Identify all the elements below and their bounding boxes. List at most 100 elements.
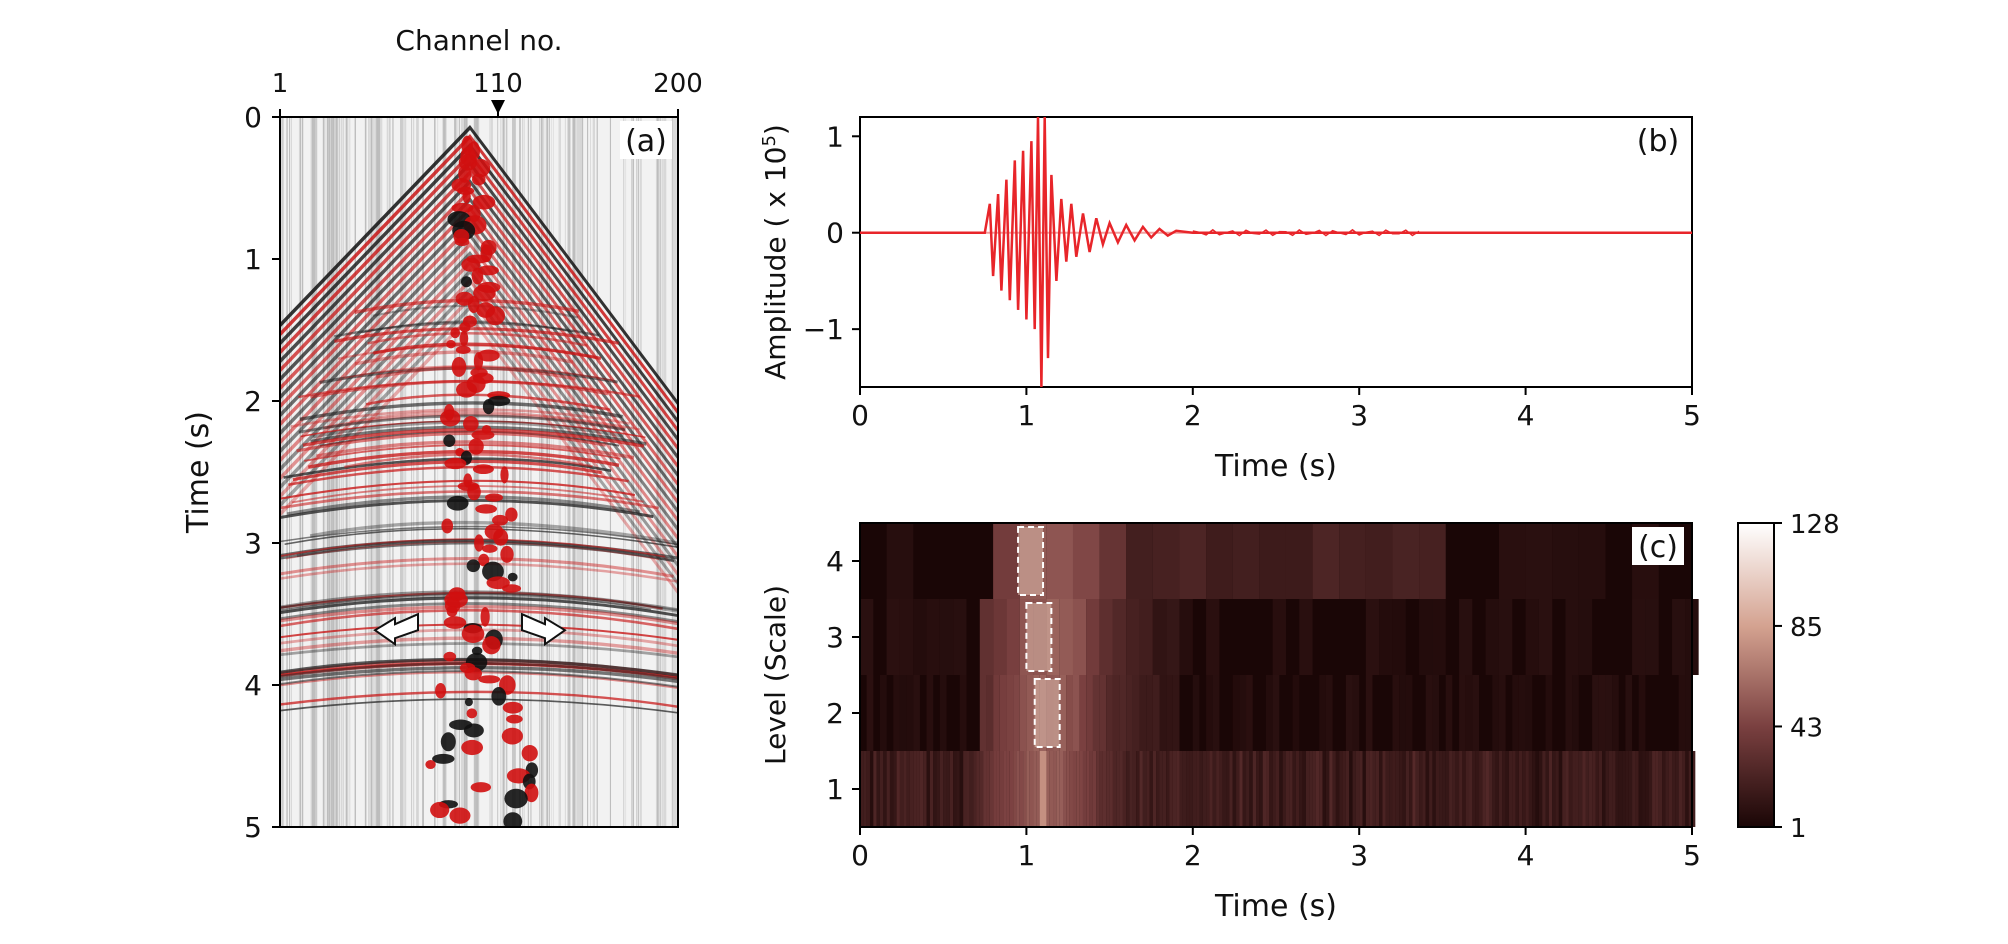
c-cell: [1272, 751, 1276, 827]
panel-b-y-ticks: −1 0 1: [803, 120, 860, 346]
source-wave-blob: [450, 327, 460, 339]
c-cell: [1592, 675, 1599, 751]
c-cell: [1555, 751, 1559, 827]
c-cell: [943, 751, 947, 827]
reflection-event: [296, 431, 606, 453]
reflection-event: [376, 365, 576, 381]
c-cell: [1492, 675, 1499, 751]
c-cell: [1152, 751, 1157, 827]
c-cell: [1498, 675, 1506, 751]
a-x-tick-label: 200: [653, 69, 703, 99]
c-cell: [1445, 675, 1453, 751]
c-cell: [1169, 751, 1173, 827]
c-cell: [1682, 751, 1686, 827]
c-cell: [913, 599, 927, 675]
reflection-event: [365, 393, 611, 412]
panel-b-label: (b): [1632, 121, 1684, 159]
c-cell: [1612, 675, 1619, 751]
c-cell: [1112, 751, 1117, 827]
c-cell: [976, 751, 980, 827]
source-wave-blob: [468, 438, 484, 455]
c-cell: [1003, 751, 1007, 827]
c-cell: [1006, 751, 1010, 827]
c-cell: [1299, 751, 1303, 827]
c-cell: [1072, 675, 1080, 751]
c-cell: [1209, 751, 1213, 827]
c-cell: [1508, 751, 1513, 827]
c-x-tick-label: 0: [851, 839, 869, 872]
c-cell: [1392, 599, 1406, 675]
source-wave-blob: [454, 237, 470, 247]
c-cell: [886, 523, 914, 599]
c-cell: [1269, 751, 1273, 827]
c-cell: [1146, 675, 1153, 751]
reflection-event: [280, 605, 678, 626]
c-cell: [1139, 751, 1143, 827]
c-cell: [1389, 751, 1393, 827]
c-cell: [1359, 751, 1363, 827]
c-cell: [959, 675, 967, 751]
c-cell: [1335, 751, 1340, 827]
c-cell: [1006, 599, 1020, 675]
c-cell: [1525, 751, 1529, 827]
reflection-event: [288, 465, 629, 486]
source-wave-blob: [471, 173, 486, 186]
c-cell: [1548, 751, 1553, 827]
c-cell: [1079, 675, 1087, 751]
c-cell: [1525, 675, 1533, 751]
c-cell: [1502, 751, 1506, 827]
a-y-tick-label: 5: [244, 811, 262, 844]
reflection-event: [280, 541, 675, 563]
c-cell: [1023, 751, 1027, 827]
c-cell: [993, 599, 1007, 675]
panel-c-y-ticks: 1 2 3 4: [826, 545, 860, 806]
c-cell: [1459, 751, 1463, 827]
c-y-tick-label: 3: [826, 621, 844, 654]
c-cell: [1575, 751, 1579, 827]
source-wave-blob: [482, 636, 501, 655]
c-cell: [1472, 675, 1480, 751]
c-cell: [879, 751, 884, 827]
c-cell: [1525, 523, 1553, 599]
reflection-event: [334, 327, 619, 345]
panel-c-y-label: Level (Scale): [759, 585, 792, 765]
c-cell: [993, 523, 1020, 599]
c-cell: [986, 675, 994, 751]
c-cell: [1126, 751, 1130, 827]
c-cell: [959, 751, 964, 827]
c-cell: [1256, 751, 1260, 827]
c-cell: [1059, 675, 1067, 751]
c-cell: [1615, 751, 1619, 827]
source-wave-blob: [446, 340, 456, 349]
c-cell: [1445, 751, 1450, 827]
c-cell: [1179, 523, 1207, 599]
c-cell: [1086, 599, 1100, 675]
source-wave-blob: [474, 534, 484, 552]
c-cell: [929, 751, 934, 827]
source-wave-blob: [492, 514, 509, 526]
panel-a-y-ticks: 0 1 2 3 4 5: [244, 101, 280, 844]
c-cell: [1662, 751, 1666, 827]
c-cell: [1262, 751, 1267, 827]
reflection-event: [298, 414, 626, 434]
source-wave-blob: [481, 544, 498, 553]
c-cell: [1119, 751, 1123, 827]
colorbar: [1737, 522, 1775, 828]
c-cell: [1542, 751, 1546, 827]
c-cell: [1072, 751, 1077, 827]
c-cell: [1665, 751, 1669, 827]
a-y-tick-label: 0: [244, 101, 262, 134]
c-cell: [1498, 751, 1503, 827]
reflection-event: [280, 590, 678, 612]
c-cell: [1618, 751, 1623, 827]
c-cell: [1216, 751, 1220, 827]
c-cell: [1642, 751, 1646, 827]
c-highlight-box: [1033, 678, 1061, 748]
source-wave-blob: [441, 518, 454, 534]
c-cell: [866, 675, 874, 751]
c-cell: [1266, 675, 1273, 751]
source-wave-blob: [461, 624, 485, 643]
colorbar-tick-label: 43: [1790, 713, 1823, 743]
